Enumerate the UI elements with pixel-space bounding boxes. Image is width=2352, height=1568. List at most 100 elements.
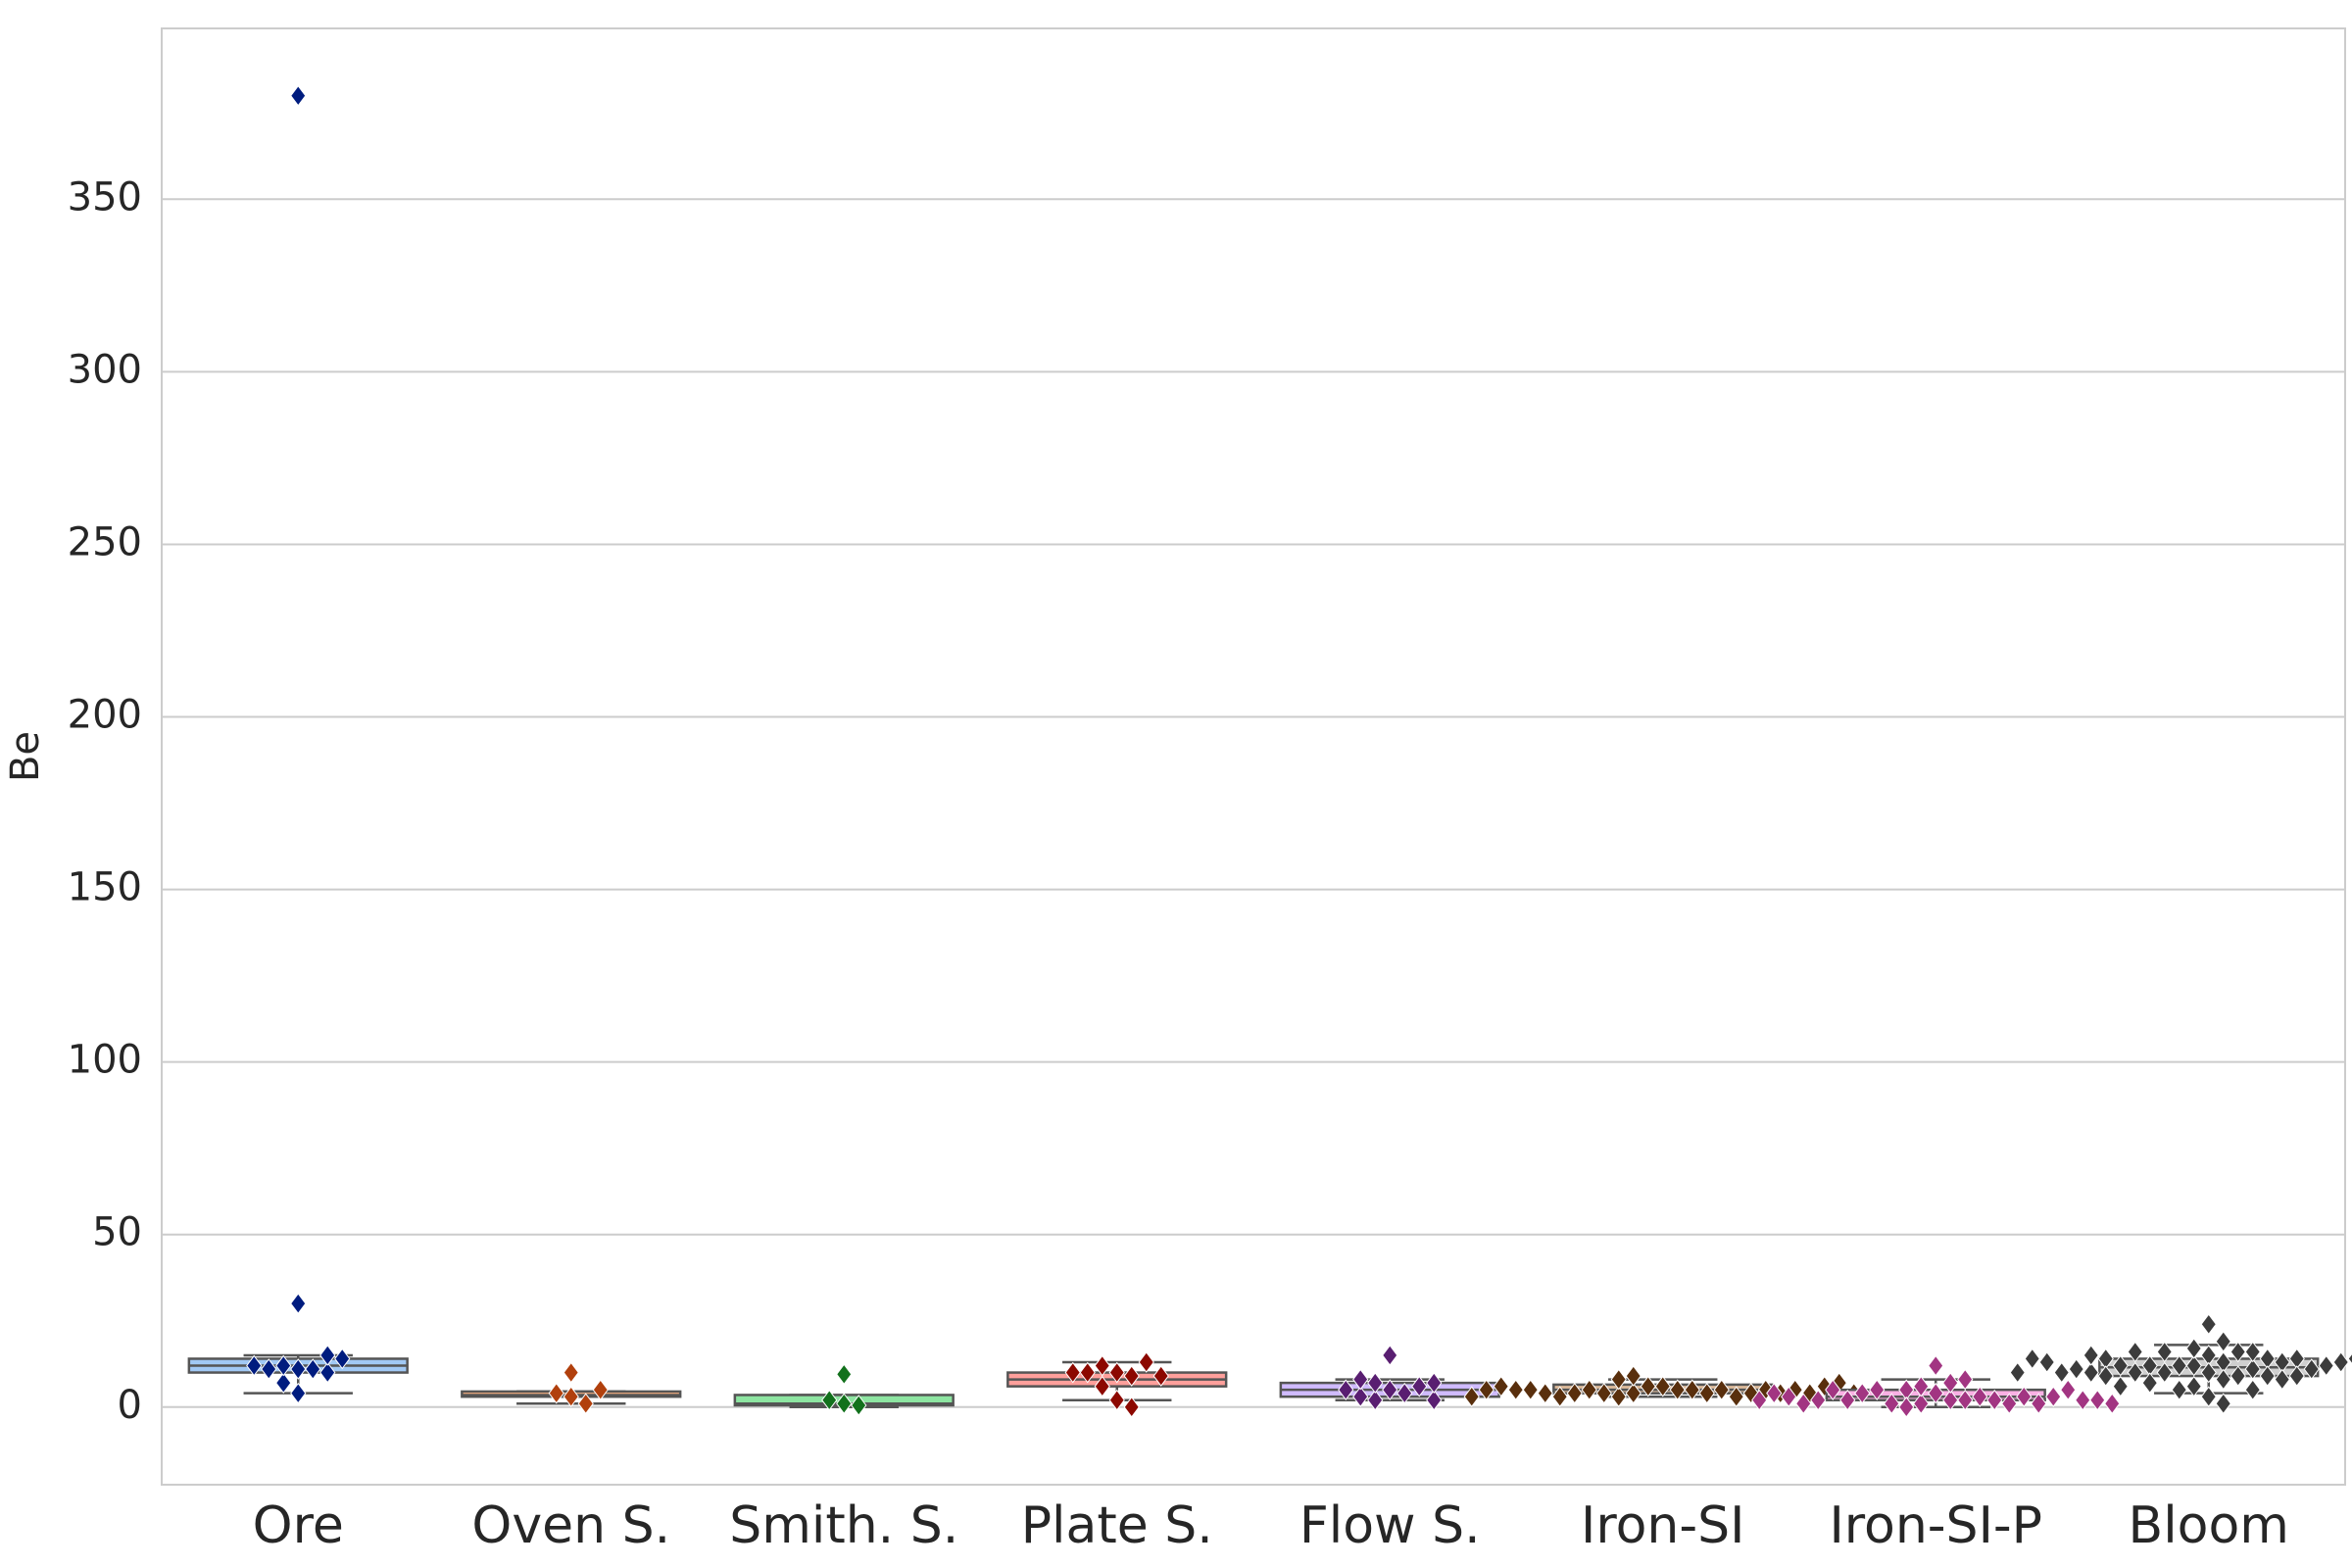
swarm-point xyxy=(1854,1382,1871,1404)
swarm-point xyxy=(1825,1379,1841,1400)
swarm-point xyxy=(1766,1382,1783,1404)
swarm-point xyxy=(2200,1313,2217,1336)
swarm-point xyxy=(1123,1365,1140,1387)
swarm-point xyxy=(319,1361,336,1384)
swarm-point xyxy=(1537,1382,1553,1404)
swarm-point xyxy=(2075,1389,2091,1411)
swarm-point xyxy=(2016,1386,2033,1408)
swarm-point xyxy=(1957,1389,1974,1411)
swarm-point xyxy=(1669,1379,1686,1400)
swarm-point xyxy=(1426,1389,1443,1411)
swarm-point xyxy=(290,1382,307,1404)
swarm-point xyxy=(1463,1386,1480,1408)
swarm-point xyxy=(2156,1341,2173,1363)
swarm-point xyxy=(1138,1351,1154,1373)
swarm-point xyxy=(577,1393,594,1415)
y-tick-label: 300 xyxy=(68,347,142,392)
swarm-point xyxy=(2230,1341,2246,1363)
swarm-point xyxy=(1898,1396,1915,1418)
swarm-point xyxy=(563,1386,579,1408)
swarm-point xyxy=(1094,1375,1110,1397)
swarm-point xyxy=(2127,1341,2143,1363)
swarm-point xyxy=(1884,1393,1900,1415)
swarm-point xyxy=(1610,1386,1627,1408)
swarm-point xyxy=(1367,1389,1384,1411)
swarm-point xyxy=(1352,1368,1369,1391)
swarm-point xyxy=(2244,1379,2261,1400)
swarm-point xyxy=(2244,1358,2261,1380)
swarm-point xyxy=(1522,1379,1539,1400)
swarm-point xyxy=(1640,1375,1656,1397)
swarm-point xyxy=(2215,1331,2231,1352)
swarm-point xyxy=(1928,1382,1944,1404)
swarm-point xyxy=(1713,1379,1730,1400)
x-tick-label: Plate S. xyxy=(1021,1496,1213,1555)
swarm-point xyxy=(275,1372,292,1394)
swarm-point xyxy=(2171,1354,2187,1377)
y-tick-label: 350 xyxy=(68,174,142,220)
swarm-point xyxy=(2200,1361,2217,1384)
y-tick-label: 200 xyxy=(68,693,142,738)
y-tick-label: 100 xyxy=(68,1038,142,1083)
x-tick-label: Flow S. xyxy=(1299,1496,1481,1555)
swarm-point xyxy=(2053,1361,2070,1384)
swarm-point xyxy=(2038,1351,2055,1373)
swarm-point xyxy=(1839,1389,1856,1411)
swarm-point xyxy=(2171,1379,2187,1400)
swarm-point xyxy=(1094,1354,1110,1377)
plot-frame xyxy=(161,27,2346,1486)
y-tick-label: 0 xyxy=(118,1383,142,1428)
swarm-point xyxy=(2215,1368,2231,1391)
swarm-point xyxy=(1810,1389,1827,1411)
swarm-point xyxy=(2332,1351,2349,1373)
swarm-point xyxy=(1654,1375,1671,1397)
swarm-point xyxy=(2156,1361,2173,1384)
swarm-point xyxy=(2068,1358,2084,1380)
swarm-point xyxy=(1493,1375,1509,1397)
swarm-point xyxy=(1382,1345,1398,1366)
y-tick-label: 150 xyxy=(68,865,142,910)
swarm-point xyxy=(2127,1361,2143,1384)
swarm-point xyxy=(2303,1358,2320,1380)
x-tick-label: Ore xyxy=(253,1496,344,1555)
swarm-point xyxy=(2259,1365,2276,1387)
swarm-point xyxy=(1728,1386,1744,1408)
swarm-point xyxy=(1781,1386,1797,1408)
x-tick-label: Iron-SI xyxy=(1581,1496,1744,1555)
swarm-point xyxy=(2230,1365,2246,1387)
swarm-point xyxy=(1396,1382,1413,1404)
swarm-point xyxy=(2082,1361,2099,1384)
swarm-point xyxy=(548,1382,564,1404)
swarm-point xyxy=(1411,1375,1428,1397)
swarm-point xyxy=(2274,1368,2290,1391)
swarm-point xyxy=(319,1345,336,1366)
swarm-point xyxy=(334,1348,351,1370)
swarm-point xyxy=(1751,1389,1768,1411)
swarm-point xyxy=(1352,1386,1369,1408)
swarm-point xyxy=(1684,1379,1700,1400)
swarm-point xyxy=(2215,1393,2231,1415)
swarm-point xyxy=(2318,1354,2334,1377)
swarm-point xyxy=(836,1393,853,1415)
swarm-point xyxy=(2031,1393,2047,1415)
swarm-point xyxy=(2185,1375,2202,1397)
swarm-point xyxy=(1551,1386,1568,1408)
y-tick-label: 250 xyxy=(68,519,142,564)
swarm-point xyxy=(1942,1372,1959,1394)
swarm-point xyxy=(563,1361,579,1384)
y-axis-label: Be xyxy=(3,731,48,782)
swarm-point xyxy=(1625,1365,1642,1387)
swarm-point xyxy=(2009,1361,2026,1384)
x-tick-label: Bloom xyxy=(2129,1496,2289,1555)
swarm-point xyxy=(1382,1379,1398,1400)
swarm-point xyxy=(821,1389,838,1411)
swarm-point xyxy=(1152,1365,1169,1387)
swarm-point xyxy=(1625,1382,1642,1404)
swarm-point xyxy=(1957,1368,1974,1391)
swarm-point xyxy=(1367,1372,1384,1394)
swarm-point xyxy=(1610,1368,1627,1391)
swarm-point xyxy=(2141,1372,2158,1394)
swarm-point xyxy=(2045,1386,2062,1408)
swarm-point xyxy=(1986,1389,2003,1411)
